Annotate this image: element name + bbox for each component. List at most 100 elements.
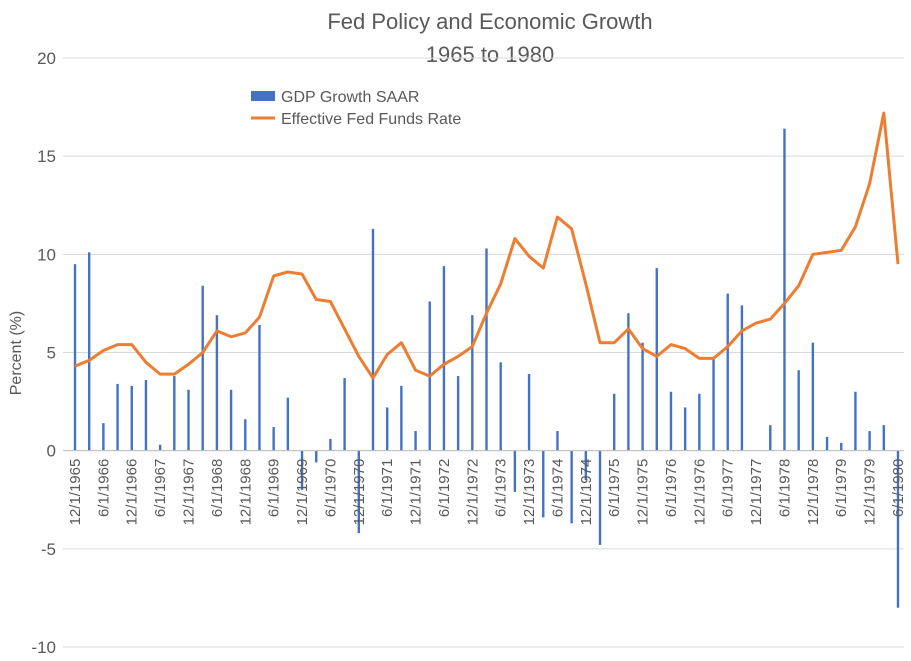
gdp-bar (229, 389, 233, 451)
legend-label-gdp: GDP Growth SAAR (281, 89, 419, 106)
gdp-bar (726, 293, 729, 451)
gdp-bar (783, 128, 786, 451)
gdp-bar (400, 385, 403, 451)
gdp-bar (570, 450, 573, 524)
gdp-bar (272, 427, 275, 451)
gdp-bar (471, 315, 474, 451)
x-tick-label: 12/1/1972 (464, 459, 481, 526)
gdp-bar (414, 431, 417, 451)
gdp-bar (456, 376, 460, 451)
y-axis-ticks: 20 15 10 5 0 -5 -10 (31, 49, 56, 657)
x-tick-label: 6/1/1975 (606, 459, 623, 517)
chart-title: Fed Policy and Economic Growth (327, 9, 652, 34)
gridlines (63, 57, 904, 648)
y-axis-label: Percent (%) (8, 311, 25, 395)
gdp-bar (116, 383, 119, 451)
x-tick-label: 12/1/1970 (351, 459, 368, 526)
x-tick-label: 6/1/1974 (549, 459, 566, 517)
gdp-bar (315, 450, 318, 463)
chart-subtitle: 1965 to 1980 (426, 42, 554, 67)
gdp-bar (244, 419, 247, 451)
gdp-bar (698, 393, 701, 451)
gdp-bar (641, 342, 644, 451)
gdp-bars (73, 128, 900, 608)
gdp-bar (868, 431, 871, 451)
gdp-bar (740, 305, 744, 451)
x-tick-label: 6/1/1970 (322, 459, 339, 517)
x-tick-label: 12/1/1975 (635, 459, 652, 526)
x-tick-label: 6/1/1968 (209, 459, 226, 517)
x-tick-label: 12/1/1965 (67, 459, 84, 526)
x-tick-label: 12/1/1977 (748, 459, 765, 526)
gdp-bar (499, 362, 502, 451)
gdp-bar (627, 313, 630, 451)
gdp-bar (258, 325, 261, 451)
gdp-bar (130, 385, 133, 451)
x-tick-label: 6/1/1966 (95, 459, 112, 517)
y-tick-label: 15 (37, 147, 56, 166)
x-tick-label: 12/1/1979 (862, 459, 879, 526)
gdp-bar (87, 252, 91, 451)
x-tick-label: 12/1/1971 (408, 459, 425, 526)
x-tick-label: 12/1/1978 (805, 459, 822, 526)
x-tick-label: 6/1/1976 (663, 459, 680, 517)
gdp-bar (343, 378, 346, 451)
x-tick-label: 6/1/1978 (776, 459, 793, 517)
gdp-bar (655, 268, 658, 451)
gdp-bar (371, 228, 375, 451)
legend-swatch-gdp (251, 91, 275, 101)
gdp-bar (896, 450, 900, 608)
x-tick-label: 12/1/1966 (124, 459, 141, 526)
y-tick-label: 10 (37, 245, 56, 264)
legend-label-fedfunds: Effective Fed Funds Rate (281, 111, 461, 128)
gdp-bar (556, 431, 559, 451)
y-tick-label: 5 (47, 344, 56, 363)
gdp-bar (329, 438, 332, 451)
x-tick-label: 6/1/1972 (436, 459, 453, 517)
gdp-bar (286, 397, 290, 451)
x-axis-ticks: 12/1/1965 6/1/1966 12/1/1966 6/1/1967 12/1/1… (67, 459, 907, 526)
gdp-bar (683, 407, 687, 451)
gdp-bar (584, 450, 588, 481)
x-tick-label: 6/1/1971 (379, 459, 396, 517)
x-tick-label: 12/1/1974 (578, 459, 595, 526)
x-tick-label: 6/1/1967 (152, 459, 169, 517)
x-tick-label: 6/1/1977 (720, 459, 737, 517)
legend: GDP Growth SAAR Effective Fed Funds Rate (251, 89, 461, 128)
gdp-bar (598, 450, 602, 545)
gdp-bar (542, 450, 545, 518)
y-tick-label: -10 (31, 638, 56, 657)
gdp-bar (797, 370, 800, 451)
gdp-bar (811, 342, 815, 451)
gdp-bar (357, 450, 360, 534)
y-tick-label: 0 (47, 442, 56, 461)
y-tick-label: -5 (41, 540, 56, 559)
gdp-bar (854, 391, 857, 451)
x-tick-label: 6/1/1980 (890, 459, 907, 517)
x-tick-label: 12/1/1969 (294, 459, 311, 526)
gdp-bar (144, 379, 148, 451)
gdp-bar (712, 358, 715, 451)
gdp-bar (769, 425, 772, 451)
gdp-bar (300, 450, 304, 490)
gdp-bar (825, 436, 829, 451)
gdp-bar (173, 376, 176, 451)
gdp-bar (527, 374, 531, 451)
gdp-bar (613, 393, 616, 451)
x-tick-label: 6/1/1969 (266, 459, 283, 517)
gdp-bar (485, 248, 488, 451)
x-tick-label: 12/1/1967 (181, 459, 198, 526)
gdp-bar (215, 315, 219, 451)
fed-funds-line (74, 111, 900, 380)
gdp-bar (201, 285, 204, 451)
gdp-bar (187, 389, 190, 451)
gdp-bar (73, 264, 77, 451)
gdp-bar (840, 442, 843, 451)
fed-funds-series-line (74, 111, 900, 380)
gdp-bar (102, 423, 105, 451)
gdp-bar (669, 391, 673, 451)
gdp-bar (882, 425, 886, 451)
gdp-bar (385, 407, 389, 451)
x-tick-label: 12/1/1976 (691, 459, 708, 526)
